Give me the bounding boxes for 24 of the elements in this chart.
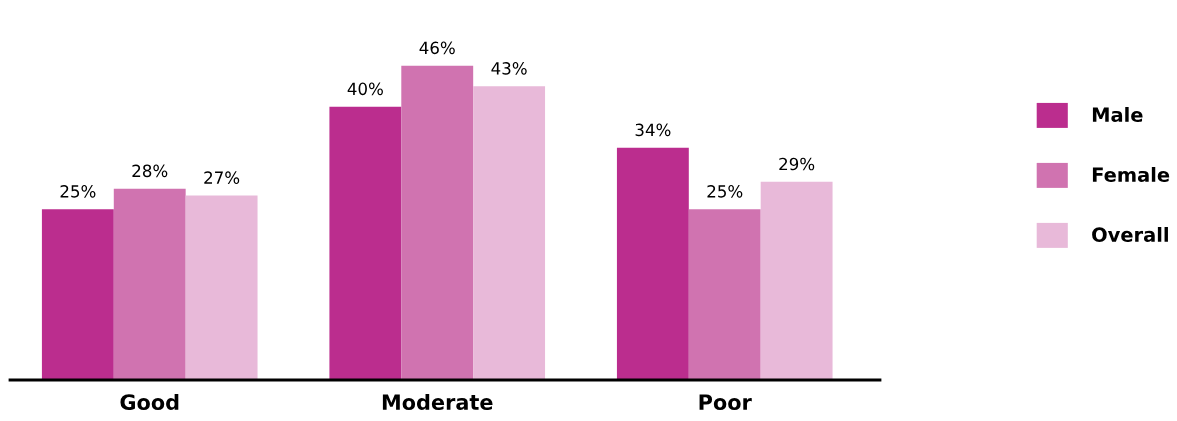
- bar: [185, 195, 258, 380]
- data-label: 34%: [635, 123, 671, 137]
- x-tick-label: Moderate: [382, 393, 493, 411]
- bar: [760, 181, 833, 380]
- x-tick-label: Poor: [699, 394, 752, 411]
- data-label: 46%: [419, 41, 455, 55]
- data-label: 43%: [491, 62, 527, 75]
- data-label: 28%: [132, 164, 168, 178]
- data-label: 27%: [204, 171, 240, 184]
- data-label: 29%: [779, 157, 815, 171]
- bar: [113, 188, 186, 380]
- bar: [41, 209, 114, 380]
- data-label: 25%: [60, 185, 96, 198]
- bar: [616, 147, 689, 380]
- legend-label: Female: [1092, 166, 1170, 183]
- legend-label: Overall: [1092, 226, 1168, 243]
- data-label: 25%: [707, 185, 743, 198]
- bar: [329, 106, 402, 380]
- x-tick-label: Good: [120, 393, 179, 411]
- bar: [688, 209, 761, 380]
- data-label: 40%: [347, 82, 383, 96]
- legend-label: Male: [1092, 107, 1143, 123]
- bar: [473, 86, 546, 380]
- bar: [401, 65, 474, 380]
